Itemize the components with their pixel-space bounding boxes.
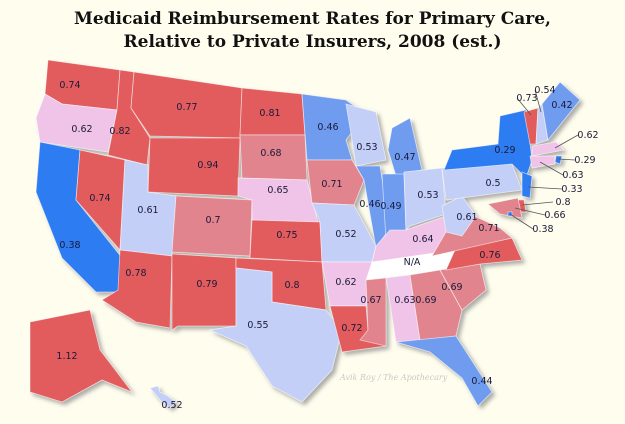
state-ga bbox=[409, 269, 463, 341]
state-value-label-ar: 0.62 bbox=[335, 277, 356, 288]
state-value-label-nj: 0.33 bbox=[561, 184, 582, 195]
state-value-label-ut: 0.61 bbox=[137, 205, 158, 216]
leader-line-dc bbox=[509, 213, 534, 230]
state-value-label-mt: 0.77 bbox=[176, 102, 197, 113]
state-nj bbox=[521, 171, 533, 199]
state-value-label-nm: 0.79 bbox=[196, 279, 217, 290]
state-value-label-tn: N/A bbox=[404, 257, 421, 268]
state-value-label-il: 0.46 bbox=[359, 199, 380, 210]
state-value-label-nh: 0.54 bbox=[534, 85, 555, 96]
state-ak bbox=[29, 309, 134, 403]
state-value-label-dc: 0.38 bbox=[532, 224, 553, 235]
state-tx bbox=[208, 267, 343, 403]
state-value-label-ak: 1.12 bbox=[56, 351, 77, 362]
state-value-label-ri: 0.29 bbox=[574, 155, 595, 166]
state-ma bbox=[531, 141, 565, 157]
state-wy bbox=[147, 137, 241, 197]
leader-line-de bbox=[521, 201, 554, 206]
title-line-2: Relative to Private Insurers, 2008 (est.… bbox=[123, 32, 502, 52]
state-value-label-ok: 0.8 bbox=[284, 280, 299, 291]
leader-line-ma bbox=[554, 134, 579, 149]
state-value-label-md: 0.66 bbox=[544, 210, 565, 221]
leader-line-ri bbox=[557, 158, 576, 161]
state-nm bbox=[171, 253, 237, 331]
state-value-label-ma: 0.62 bbox=[577, 130, 598, 141]
state-va bbox=[431, 213, 513, 257]
state-value-label-az: 0.78 bbox=[125, 268, 146, 279]
state-hi bbox=[149, 385, 177, 409]
state-value-label-id: 0.82 bbox=[109, 126, 130, 137]
state-value-label-mi: 0.47 bbox=[394, 152, 415, 163]
state-value-label-oh: 0.53 bbox=[417, 190, 438, 201]
state-value-label-hi: 0.52 bbox=[161, 400, 182, 411]
state-value-label-tx: 0.55 bbox=[247, 320, 268, 331]
state-value-label-ne: 0.65 bbox=[267, 185, 288, 196]
state-fl bbox=[395, 335, 493, 407]
credit-watermark: Avik Roy / The Apothecary bbox=[340, 373, 448, 382]
state-ks bbox=[249, 219, 323, 263]
state-ct bbox=[529, 155, 556, 169]
state-value-label-wy: 0.94 bbox=[197, 160, 218, 171]
state-value-label-va: 0.71 bbox=[478, 223, 499, 234]
state-value-label-ca: 0.38 bbox=[59, 240, 80, 251]
state-value-label-mo: 0.52 bbox=[335, 229, 356, 240]
state-me bbox=[541, 81, 581, 141]
state-value-label-al: 0.63 bbox=[394, 295, 415, 306]
map-title: Medicaid Reimbursement Rates for Primary… bbox=[0, 8, 625, 54]
state-value-label-nc: 0.76 bbox=[479, 250, 500, 261]
state-ms bbox=[359, 277, 387, 347]
state-value-label-in: 0.49 bbox=[380, 201, 401, 212]
state-value-label-pa: 0.5 bbox=[485, 178, 500, 189]
state-value-label-ga: 0.69 bbox=[415, 295, 436, 306]
state-mi bbox=[387, 117, 423, 177]
state-value-label-mn: 0.46 bbox=[317, 122, 338, 133]
state-value-label-ms: 0.67 bbox=[360, 295, 381, 306]
state-value-label-nd: 0.81 bbox=[259, 108, 280, 119]
state-value-label-nv: 0.74 bbox=[89, 193, 110, 204]
state-value-label-vt: 0.73 bbox=[516, 93, 537, 104]
state-value-label-ks: 0.75 bbox=[276, 230, 297, 241]
state-ia bbox=[306, 159, 365, 206]
state-value-label-fl: 0.44 bbox=[471, 376, 492, 387]
leader-line-nh bbox=[534, 89, 542, 113]
state-value-label-la: 0.72 bbox=[341, 323, 362, 334]
state-value-label-wa: 0.74 bbox=[59, 80, 80, 91]
state-or bbox=[35, 93, 118, 153]
state-value-label-co: 0.7 bbox=[205, 215, 220, 226]
state-value-label-ky: 0.64 bbox=[412, 234, 433, 245]
state-value-label-ia: 0.71 bbox=[321, 179, 342, 190]
state-value-label-ny: 0.29 bbox=[494, 145, 515, 156]
state-value-label-wv: 0.61 bbox=[456, 212, 477, 223]
state-value-label-wi: 0.53 bbox=[356, 142, 377, 153]
title-line-1: Medicaid Reimbursement Rates for Primary… bbox=[74, 9, 551, 29]
state-nc bbox=[445, 237, 523, 271]
state-ri bbox=[554, 155, 563, 165]
state-mt bbox=[130, 71, 243, 139]
state-value-label-or: 0.62 bbox=[71, 124, 92, 135]
leader-line-vt bbox=[516, 97, 532, 116]
leader-line-ct bbox=[539, 161, 564, 176]
leader-line-md bbox=[514, 207, 546, 216]
state-oh bbox=[403, 167, 447, 231]
state-value-label-sd: 0.68 bbox=[260, 148, 281, 159]
state-co bbox=[171, 195, 253, 257]
state-md bbox=[487, 197, 523, 219]
state-value-label-sc: 0.69 bbox=[441, 282, 462, 293]
state-wi bbox=[345, 103, 387, 167]
state-value-label-ct: 0.63 bbox=[562, 170, 583, 181]
state-value-label-me: 0.42 bbox=[551, 100, 572, 111]
state-value-label-de: 0.8 bbox=[555, 197, 570, 208]
leader-line-nj bbox=[527, 186, 563, 190]
